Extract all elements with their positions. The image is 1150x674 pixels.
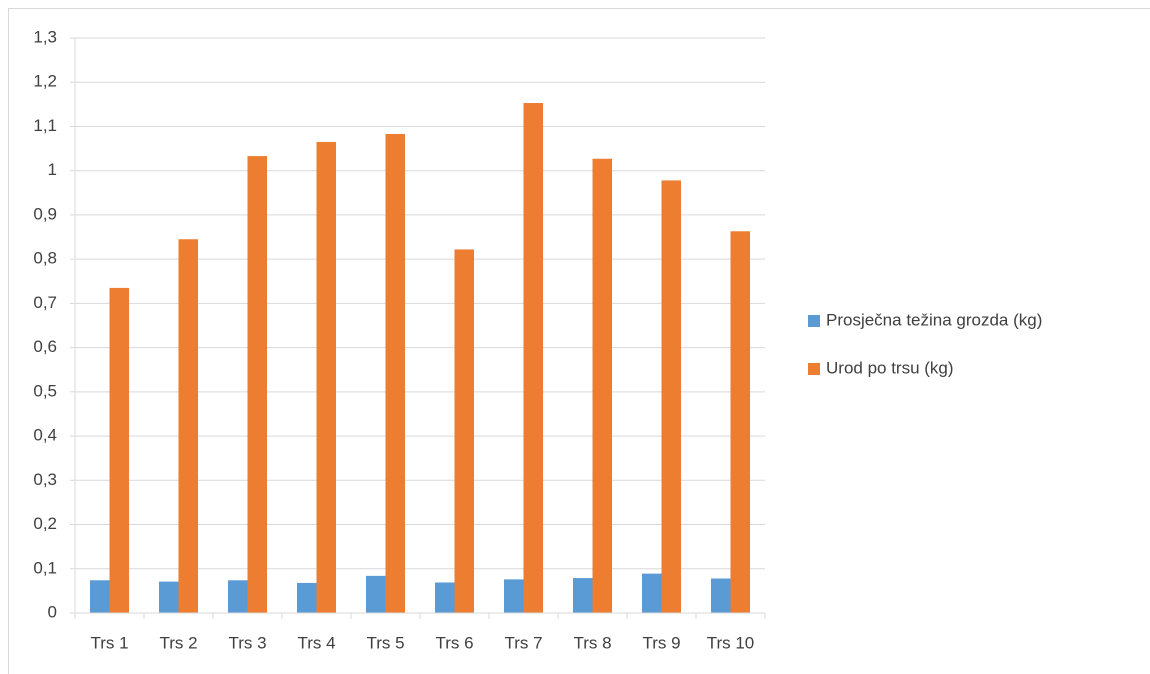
x-tick-label: Trs 4 (297, 633, 335, 652)
bar (247, 156, 267, 613)
bar (642, 573, 662, 613)
chart-border (8, 8, 1150, 674)
bar (366, 575, 386, 613)
legend-label: Urod po trsu (kg) (826, 358, 954, 377)
bar (454, 249, 474, 613)
y-tick-label: 0,2 (33, 514, 57, 533)
legend-swatch (808, 315, 820, 327)
bar (159, 581, 179, 613)
bar (523, 103, 543, 614)
y-tick-label: 0,6 (33, 337, 57, 356)
x-tick-label: Trs 6 (435, 633, 473, 652)
legend-label: Prosječna težina grozda (kg) (826, 310, 1042, 329)
bar (297, 582, 317, 613)
y-tick-label: 1 (48, 160, 57, 179)
x-tick-label: Trs 10 (707, 633, 755, 652)
y-tick-label: 0,8 (33, 249, 57, 268)
bar (316, 141, 336, 613)
y-tick-label: 0 (48, 602, 57, 621)
bar (178, 239, 198, 613)
y-tick-label: 0,5 (33, 381, 57, 400)
y-tick-label: 0,4 (33, 426, 57, 445)
bar (90, 580, 110, 613)
bar (435, 582, 455, 613)
y-tick-label: 1,2 (33, 72, 57, 91)
y-tick-label: 0,9 (33, 204, 57, 223)
y-tick-label: 1,3 (33, 27, 57, 46)
bar (730, 231, 750, 614)
bar (228, 580, 248, 613)
x-tick-label: Trs 7 (504, 633, 542, 652)
y-tick-label: 0,3 (33, 470, 57, 489)
x-tick-label: Trs 9 (642, 633, 680, 652)
bar (504, 579, 524, 613)
x-tick-label: Trs 8 (573, 633, 611, 652)
bar (711, 578, 731, 613)
y-tick-label: 0,1 (33, 558, 57, 577)
x-tick-label: Trs 1 (90, 633, 128, 652)
bar (109, 287, 129, 613)
y-tick-label: 1,1 (33, 116, 57, 135)
x-tick-label: Trs 3 (228, 633, 266, 652)
bar (592, 158, 612, 613)
bar (573, 578, 593, 613)
bar (385, 133, 405, 613)
legend-swatch (808, 363, 820, 375)
y-tick-label: 0,7 (33, 293, 57, 312)
x-tick-label: Trs 2 (159, 633, 197, 652)
bar (661, 180, 681, 613)
x-tick-label: Trs 5 (366, 633, 404, 652)
